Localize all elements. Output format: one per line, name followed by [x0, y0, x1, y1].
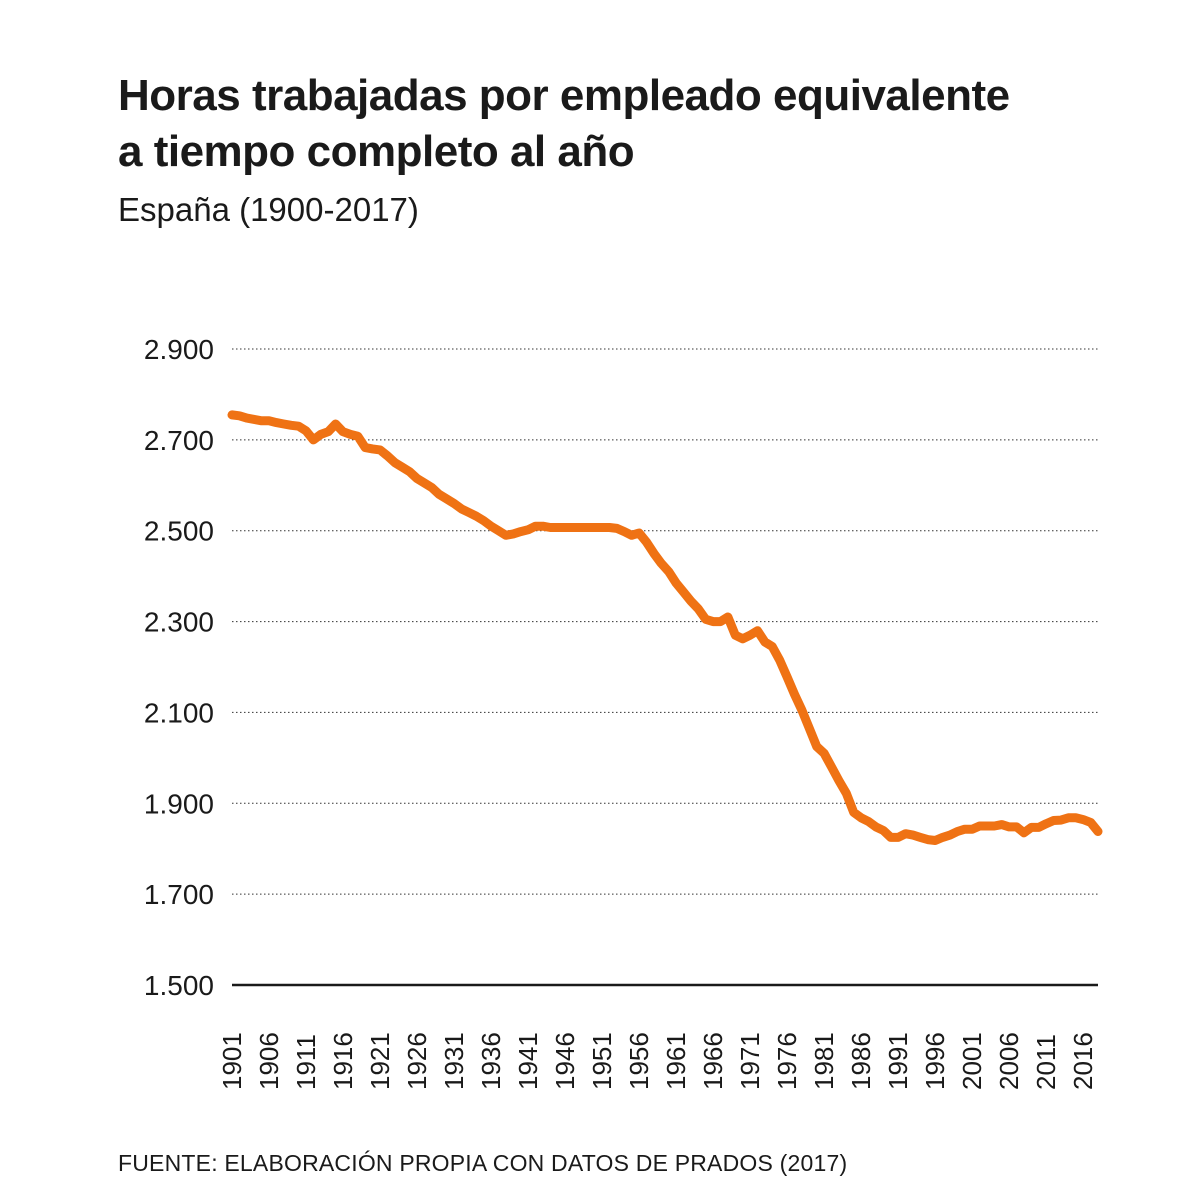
chart-title-line-2: a tiempo completo al año [118, 127, 635, 176]
x-tick-label: 1981 [809, 1032, 839, 1090]
chart-subtitle: España (1900-2017) [118, 191, 419, 228]
y-axis-ticks: 1.500 1.700 1.900 2.100 2.300 2.500 2.700 2.900 [144, 334, 214, 1001]
y-tick-label: 1.700 [144, 879, 214, 910]
x-tick-label: 1941 [513, 1032, 543, 1090]
x-tick-label: 1971 [735, 1032, 765, 1090]
x-axis-ticks: 1901 1906 1911 1916 1921 1926 1931 1936 1941 1946… [217, 1032, 1098, 1090]
series-group [227, 410, 1103, 845]
series-line [227, 410, 1103, 845]
x-tick-label: 1921 [365, 1032, 395, 1090]
x-tick-label: 1911 [291, 1034, 321, 1090]
x-tick-label: 2011 [1031, 1034, 1061, 1090]
x-tick-label: 1986 [846, 1032, 876, 1090]
chart-title-line-1: Horas trabajadas por empleado equivalent… [118, 71, 1010, 120]
x-tick-label: 1931 [439, 1032, 469, 1090]
x-tick-label: 1976 [772, 1032, 802, 1090]
y-tick-label: 1.500 [144, 970, 214, 1001]
x-tick-label: 1906 [254, 1032, 284, 1090]
y-tick-label: 2.900 [144, 334, 214, 365]
x-tick-label: 1946 [550, 1032, 580, 1090]
x-tick-label: 1956 [624, 1032, 654, 1090]
x-tick-label: 1951 [587, 1032, 617, 1090]
x-tick-label: 1966 [698, 1032, 728, 1090]
y-tick-label: 2.500 [144, 516, 214, 547]
x-tick-label: 1996 [920, 1032, 950, 1090]
y-tick-label: 2.300 [144, 607, 214, 638]
grid-lines [232, 348, 1098, 895]
chart-source: FUENTE: ELABORACIÓN PROPIA CON DATOS DE … [118, 1150, 848, 1176]
x-tick-label: 1926 [402, 1032, 432, 1090]
x-tick-label: 1901 [217, 1032, 247, 1090]
x-tick-label: 1916 [328, 1032, 358, 1090]
chart-title: Horas trabajadas por empleado equivalent… [118, 68, 1118, 180]
x-tick-label: 2006 [994, 1032, 1024, 1090]
x-tick-label: 1991 [883, 1032, 913, 1090]
x-tick-label: 1936 [476, 1032, 506, 1090]
x-tick-label: 2001 [957, 1032, 987, 1090]
y-tick-label: 2.700 [144, 425, 214, 456]
y-tick-label: 2.100 [144, 697, 214, 728]
x-tick-label: 1961 [661, 1032, 691, 1090]
y-tick-label: 1.900 [144, 788, 214, 819]
x-tick-label: 2016 [1068, 1032, 1098, 1090]
